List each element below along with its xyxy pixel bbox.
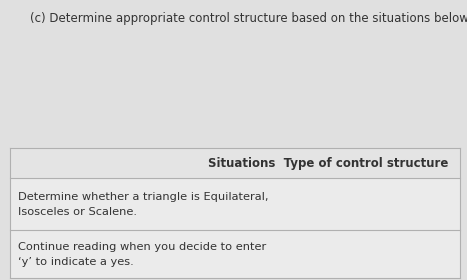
Text: (c) Determine appropriate control structure based on the situations below. [2 ma: (c) Determine appropriate control struct… [30,12,467,25]
Text: Situations  Type of control structure: Situations Type of control structure [208,157,448,169]
Text: Continue reading when you decide to enter: Continue reading when you decide to ente… [18,242,266,252]
Text: Determine whether a triangle is Equilateral,: Determine whether a triangle is Equilate… [18,192,269,202]
Text: Isosceles or Scalene.: Isosceles or Scalene. [18,207,137,217]
Text: ‘y’ to indicate a yes.: ‘y’ to indicate a yes. [18,257,134,267]
Bar [10,148,460,178]
Bar [10,148,460,278]
